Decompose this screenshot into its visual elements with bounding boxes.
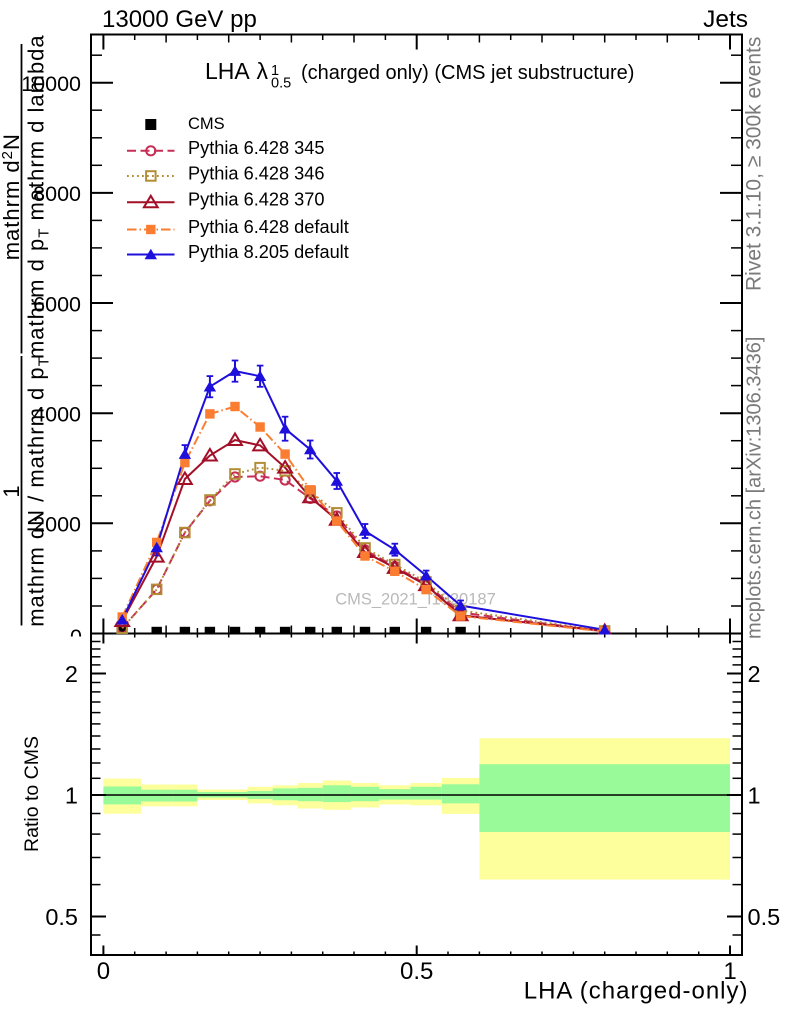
- svg-text:CMS: CMS: [188, 115, 225, 133]
- svg-text:1: 1: [0, 485, 24, 497]
- svg-text:0.5: 0.5: [748, 904, 781, 930]
- svg-text:LHA (charged-only): LHA (charged-only): [524, 978, 749, 1005]
- svg-text:10000: 10000: [21, 72, 81, 96]
- svg-text:LHA: LHA: [205, 58, 250, 84]
- svg-text:mathrm d pT mathrm d lambda: mathrm d pT mathrm d lambda: [24, 34, 53, 359]
- svg-text:Rivet 3.1.10, ≥ 300k events: Rivet 3.1.10, ≥ 300k events: [743, 37, 766, 291]
- svg-text:Pythia 6.428 346: Pythia 6.428 346: [188, 163, 325, 183]
- svg-text:0: 0: [70, 625, 82, 649]
- svg-text:λ: λ: [257, 58, 269, 84]
- svg-text:1: 1: [65, 783, 78, 809]
- svg-text:2: 2: [65, 661, 78, 687]
- svg-text:1: 1: [748, 783, 761, 809]
- svg-text:13000 GeV pp: 13000 GeV pp: [102, 6, 257, 33]
- svg-text:mathrm dN / mathrm d pT: mathrm dN / mathrm d pT: [24, 356, 53, 627]
- svg-text:Pythia 8.205 default: Pythia 8.205 default: [188, 242, 349, 262]
- svg-text:2000: 2000: [33, 513, 81, 537]
- svg-text:Pythia 6.428 345: Pythia 6.428 345: [188, 138, 325, 158]
- svg-text:Pythia 6.428 default: Pythia 6.428 default: [188, 217, 349, 237]
- svg-text:Ratio to CMS: Ratio to CMS: [21, 736, 43, 852]
- svg-text:(charged only) (CMS jet substr: (charged only) (CMS jet substructure): [301, 62, 634, 84]
- svg-text:8000: 8000: [33, 182, 81, 206]
- svg-text:Pythia 6.428 370: Pythia 6.428 370: [188, 190, 325, 210]
- svg-text:CMS_2021_I1920187: CMS_2021_I1920187: [335, 591, 496, 609]
- svg-text:2: 2: [748, 661, 761, 687]
- svg-text:Jets: Jets: [703, 6, 748, 33]
- svg-text:0.5: 0.5: [400, 958, 433, 985]
- svg-text:mcplots.cern.ch [arXiv:1306.34: mcplots.cern.ch [arXiv:1306.3436]: [744, 337, 766, 639]
- svg-text:0: 0: [97, 958, 110, 985]
- svg-text:6000: 6000: [33, 292, 81, 316]
- svg-text:4000: 4000: [33, 403, 81, 427]
- svg-text:0.5: 0.5: [45, 904, 78, 930]
- svg-text:0.5: 0.5: [271, 76, 291, 92]
- svg-text:1: 1: [723, 958, 736, 985]
- svg-text:1: 1: [271, 63, 279, 79]
